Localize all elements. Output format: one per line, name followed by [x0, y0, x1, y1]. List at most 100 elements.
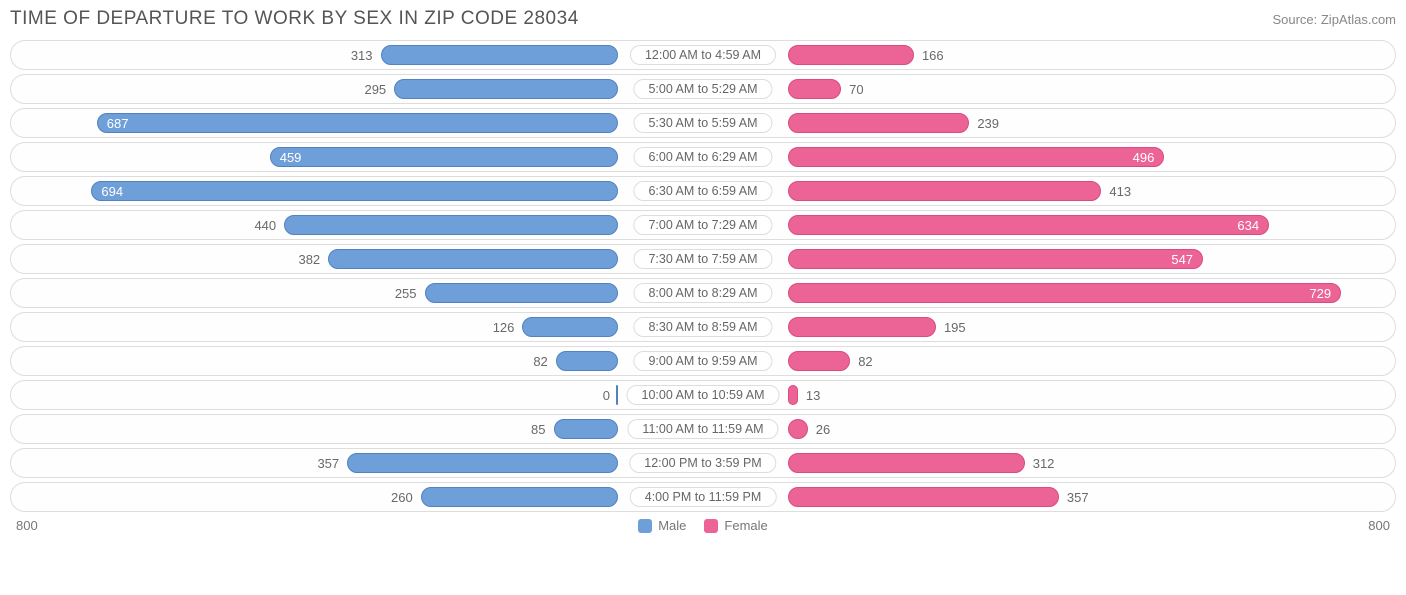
- chart-row: 295705:00 AM to 5:29 AM: [10, 74, 1396, 104]
- female-bar: [788, 215, 1269, 235]
- row-right-half: 496: [703, 143, 1395, 171]
- legend-swatch: [638, 519, 652, 533]
- chart-title: TIME OF DEPARTURE TO WORK BY SEX IN ZIP …: [10, 8, 579, 30]
- chart-row: 6944136:30 AM to 6:59 AM: [10, 176, 1396, 206]
- row-left-half: 295: [11, 75, 703, 103]
- female-bar: [788, 351, 850, 371]
- male-value: 295: [364, 75, 386, 103]
- female-bar: [788, 181, 1101, 201]
- chart-row: 313 166 12:00 AM to 4:59 AM: [10, 40, 1396, 70]
- chart-rows: 31316612:00 AM to 4:59 AM295705:00 AM to…: [10, 40, 1396, 512]
- male-bar: [270, 147, 618, 167]
- chart-container: TIME OF DEPARTURE TO WORK BY SEX IN ZIP …: [0, 0, 1406, 543]
- male-bar: [91, 181, 618, 201]
- row-left-half: 82: [11, 347, 703, 375]
- row-left-half: 126: [11, 313, 703, 341]
- male-bar: [556, 351, 618, 371]
- category-label: 10:00 AM to 10:59 AM: [627, 385, 780, 405]
- female-value: 547: [1161, 245, 1203, 273]
- female-bar: [788, 487, 1059, 507]
- category-label: 12:00 AM to 4:59 AM: [630, 45, 776, 65]
- female-value: 496: [1123, 143, 1165, 171]
- chart-row: 85 26 11:00 AM to 11:59 AM: [10, 414, 1396, 444]
- female-value: 70: [849, 75, 863, 103]
- male-bar: [284, 215, 618, 235]
- row-right-half: 166: [703, 41, 1395, 69]
- row-left-half: 440: [11, 211, 703, 239]
- category-label: 11:00 AM to 11:59 AM: [627, 419, 778, 439]
- female-bar: [788, 249, 1203, 269]
- female-value: 729: [1299, 279, 1341, 307]
- row-right-half: 26: [703, 415, 1395, 443]
- legend-label: Male: [658, 518, 686, 533]
- chart-legend: Male Female: [638, 518, 768, 533]
- female-bar: [788, 283, 1341, 303]
- row-left-half: 694: [11, 177, 703, 205]
- category-label: 7:00 AM to 7:29 AM: [633, 215, 772, 235]
- legend-swatch: [704, 519, 718, 533]
- chart-row: 260 357 4:00 PM to 11:59 PM: [10, 482, 1396, 512]
- female-bar: [788, 45, 914, 65]
- chart-row: 4406347:00 AM to 7:29 AM: [10, 210, 1396, 240]
- female-value: 26: [816, 415, 830, 443]
- male-value: 382: [298, 245, 320, 273]
- male-value: 126: [493, 313, 515, 341]
- row-left-half: 255: [11, 279, 703, 307]
- row-right-half: 82: [703, 347, 1395, 375]
- row-left-half: 0: [11, 381, 703, 409]
- legend-item: Male: [638, 518, 686, 533]
- row-left-half: 260: [11, 483, 703, 511]
- male-bar: [421, 487, 618, 507]
- male-bar: [347, 453, 618, 473]
- chart-row: 687 239 5:30 AM to 5:59 AM: [10, 108, 1396, 138]
- category-label: 7:30 AM to 7:59 AM: [633, 249, 772, 269]
- male-value: 694: [91, 177, 133, 205]
- female-value: 239: [977, 109, 999, 137]
- row-right-half: 13: [703, 381, 1395, 409]
- male-bar: [425, 283, 618, 303]
- male-value: 357: [317, 449, 339, 477]
- chart-row: 0 13 10:00 AM to 10:59 AM: [10, 380, 1396, 410]
- chart-row: 255 729 8:00 AM to 8:29 AM: [10, 278, 1396, 308]
- chart-footer: 800 MaleFemale 800: [10, 518, 1396, 533]
- male-value: 0: [603, 381, 610, 409]
- row-right-half: 547: [703, 245, 1395, 273]
- row-right-half: 195: [703, 313, 1395, 341]
- female-value: 166: [922, 41, 944, 69]
- male-value: 255: [395, 279, 417, 307]
- female-value: 195: [944, 313, 966, 341]
- row-left-half: 357: [11, 449, 703, 477]
- category-label: 12:00 PM to 3:59 PM: [629, 453, 776, 473]
- axis-right-max: 800: [1368, 518, 1390, 533]
- row-left-half: 85: [11, 415, 703, 443]
- female-bar: [788, 113, 969, 133]
- row-left-half: 313: [11, 41, 703, 69]
- male-value: 313: [351, 41, 373, 69]
- row-left-half: 687: [11, 109, 703, 137]
- female-value: 357: [1067, 483, 1089, 511]
- female-value: 13: [806, 381, 820, 409]
- female-bar: [788, 147, 1164, 167]
- chart-header: TIME OF DEPARTURE TO WORK BY SEX IN ZIP …: [10, 8, 1396, 30]
- male-bar: [554, 419, 618, 439]
- female-value: 312: [1033, 449, 1055, 477]
- legend-item: Female: [704, 518, 767, 533]
- row-right-half: 729: [703, 279, 1395, 307]
- chart-row: 82829:00 AM to 9:59 AM: [10, 346, 1396, 376]
- category-label: 5:30 AM to 5:59 AM: [633, 113, 772, 133]
- category-label: 4:00 PM to 11:59 PM: [630, 487, 777, 507]
- category-label: 8:00 AM to 8:29 AM: [633, 283, 772, 303]
- male-bar: [381, 45, 618, 65]
- male-value: 459: [270, 143, 312, 171]
- row-right-half: 312: [703, 449, 1395, 477]
- chart-row: 382 547 7:30 AM to 7:59 AM: [10, 244, 1396, 274]
- female-bar: [788, 317, 936, 337]
- female-bar: [788, 385, 798, 405]
- male-bar: [97, 113, 618, 133]
- female-bar: [788, 419, 808, 439]
- chart-row: 1261958:30 AM to 8:59 AM: [10, 312, 1396, 342]
- row-right-half: 357: [703, 483, 1395, 511]
- chart-source: Source: ZipAtlas.com: [1272, 12, 1396, 27]
- male-bar: [616, 385, 618, 405]
- female-bar: [788, 453, 1025, 473]
